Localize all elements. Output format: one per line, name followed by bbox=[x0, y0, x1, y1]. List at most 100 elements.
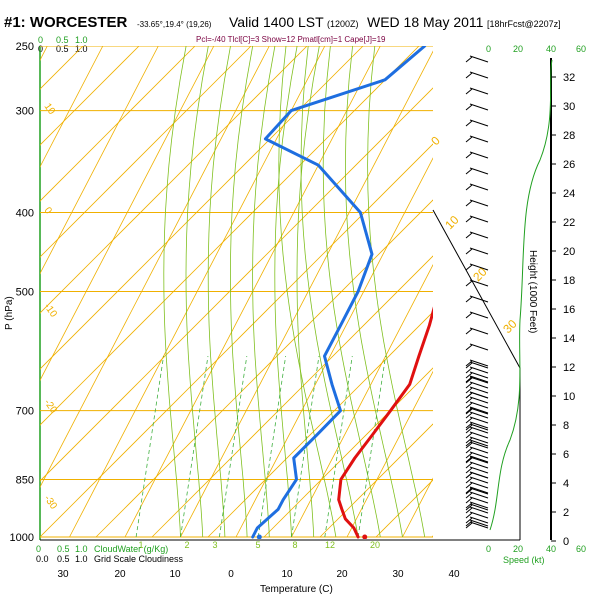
wind-barb-flag bbox=[465, 328, 473, 335]
height-tick-label: 6 bbox=[563, 449, 569, 461]
wind-barb bbox=[469, 366, 489, 374]
wind-barb-flag bbox=[465, 442, 473, 449]
height-tick-label: 22 bbox=[563, 217, 575, 229]
height-axis-title: Height (1000 Feet) bbox=[527, 250, 538, 333]
chart-indices: Pcl=-/40 Tlcl[C]=3 Show=12 Pmatl[cm]=1 C… bbox=[196, 35, 386, 44]
temperature-tick-label: 30 bbox=[392, 569, 404, 580]
wind-barbs bbox=[465, 55, 489, 529]
height-tick-label: 12 bbox=[563, 362, 575, 374]
wind-barb bbox=[469, 327, 489, 335]
top-scale2-10: 1.0 bbox=[75, 44, 88, 54]
mixing-ratio-line bbox=[180, 356, 209, 538]
wind-barb-flag bbox=[465, 482, 473, 489]
wind-barb bbox=[469, 471, 489, 479]
speed-scale-top: 0 20 40 60 bbox=[486, 44, 586, 54]
mixing-ratio-line bbox=[218, 356, 248, 538]
wind-barb-flag bbox=[465, 232, 473, 239]
height-tick-label: 20 bbox=[563, 246, 575, 258]
moist-adiabat-line bbox=[300, 46, 359, 538]
isotherm-line bbox=[346, 370, 433, 538]
isotherm-line bbox=[40, 46, 104, 168]
dry-adiabat-line bbox=[40, 46, 140, 146]
wind-barb-flag bbox=[465, 392, 473, 399]
dry-adiabat-line bbox=[40, 46, 196, 202]
wind-barb-flag bbox=[465, 344, 473, 351]
wind-barb-flag bbox=[465, 402, 473, 409]
bottom-scale2-05: 0.5 bbox=[57, 554, 70, 564]
bottom-scale-05: 0.5 bbox=[57, 544, 70, 554]
wind-barb bbox=[469, 503, 489, 511]
dry-adiabat-line bbox=[40, 46, 84, 90]
speed-bottom-40: 40 bbox=[546, 544, 556, 554]
wind-barb bbox=[469, 376, 489, 384]
wind-barb bbox=[469, 506, 489, 514]
wind-barb bbox=[469, 151, 489, 159]
temperature-tick-label: 30 bbox=[57, 569, 69, 580]
speed-scale-bottom: 0 20 40 60 Speed (kt) bbox=[486, 544, 586, 565]
wind-barb-flag bbox=[465, 488, 473, 495]
wind-barb-flag bbox=[465, 296, 473, 303]
mixing-ratio-label: 8 bbox=[292, 540, 297, 550]
height-tick-label: 8 bbox=[563, 420, 569, 432]
wind-barb-flag bbox=[465, 407, 473, 414]
chart-forecast: [18hrFcst@2207z] bbox=[487, 19, 561, 29]
wind-barb-flag bbox=[465, 312, 473, 319]
wind-barb bbox=[469, 416, 489, 424]
wind-barb-flag bbox=[465, 457, 473, 464]
wind-barb bbox=[469, 423, 489, 431]
wind-barb bbox=[469, 411, 489, 419]
dry-adiabat-label: 10 bbox=[42, 101, 58, 117]
wind-barb-flag bbox=[465, 397, 473, 404]
dry-adiabat-line bbox=[263, 367, 433, 538]
wind-barb bbox=[469, 501, 489, 509]
wind-barb bbox=[469, 481, 489, 489]
wind-barb-flag bbox=[465, 367, 473, 374]
speed-top-60: 60 bbox=[576, 44, 586, 54]
temperature-tick-label: 0 bbox=[228, 569, 234, 580]
wind-barb bbox=[469, 231, 489, 239]
wind-barb bbox=[469, 521, 489, 529]
wind-barb bbox=[469, 247, 489, 255]
moist-adiabat-line bbox=[252, 46, 276, 538]
wind-barb-flag bbox=[465, 168, 473, 175]
chart-date: WED 18 May 2011 bbox=[367, 14, 484, 30]
wind-barb-flag bbox=[465, 502, 473, 509]
height-tick-label: 32 bbox=[563, 72, 575, 84]
pressure-tick-label: 250 bbox=[16, 41, 34, 53]
chart-title: #1: WORCESTER bbox=[4, 14, 128, 31]
wind-barb-flag bbox=[465, 56, 473, 63]
pressure-tick-label: 500 bbox=[16, 287, 34, 299]
dry-adiabat-line bbox=[488, 17, 600, 537]
wind-barb bbox=[469, 263, 489, 271]
wind-barb bbox=[469, 375, 489, 383]
dry-adiabat-line bbox=[151, 255, 433, 538]
wind-barb-flag bbox=[465, 417, 473, 424]
mixing-ratio-line bbox=[357, 356, 386, 538]
wind-barb-flag bbox=[465, 152, 473, 159]
speed-top-0: 0 bbox=[486, 44, 491, 54]
dewpoint-surface-point bbox=[256, 534, 262, 539]
speed-top-20: 20 bbox=[513, 44, 523, 54]
speed-label: Speed (kt) bbox=[503, 555, 545, 565]
temperature-tick-label: 10 bbox=[281, 569, 293, 580]
pressure-tick-label: 850 bbox=[16, 474, 34, 486]
speed-bottom-60: 60 bbox=[576, 544, 586, 554]
moist-adiabat-line bbox=[367, 46, 426, 538]
y-axis-title: P (hPa) bbox=[4, 296, 15, 330]
isotherm-line bbox=[40, 46, 159, 275]
pressure-tick-label: 1000 bbox=[10, 532, 34, 544]
mixing-ratio-label: 12 bbox=[325, 540, 335, 550]
wind-barb-flag bbox=[465, 216, 473, 223]
isotherm-line bbox=[40, 46, 215, 382]
wind-barb-flag bbox=[465, 504, 473, 511]
height-tick-label: 24 bbox=[563, 188, 575, 200]
isotherm-line bbox=[291, 264, 433, 538]
wind-barb bbox=[469, 386, 489, 394]
wind-barb bbox=[469, 516, 489, 524]
wind-barb-flag bbox=[465, 412, 473, 419]
wind-barb-flag bbox=[465, 377, 473, 384]
wind-barb-flag bbox=[465, 512, 473, 519]
dry-adiabat-line bbox=[40, 143, 433, 538]
speed-top-40: 40 bbox=[546, 44, 556, 54]
